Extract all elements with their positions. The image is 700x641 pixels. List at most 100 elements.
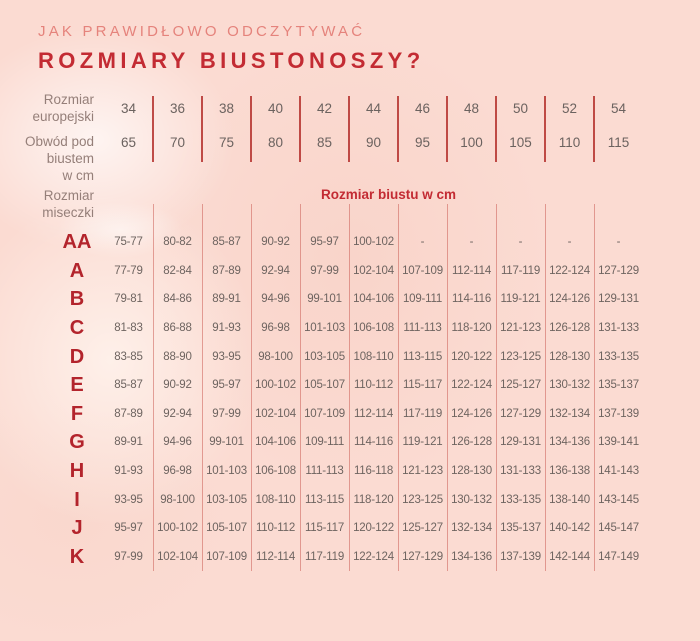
bust-range-cell: 143-145 <box>598 493 639 506</box>
bust-range-cell: 125-127 <box>402 522 443 535</box>
bust-range-cell: 134-136 <box>549 436 590 449</box>
bust-range-cell: 93-95 <box>212 350 241 363</box>
bust-range-cell: 114-116 <box>451 293 492 306</box>
bust-range-cell: 89-91 <box>114 436 143 449</box>
bust-range-cell: 132-134 <box>549 407 590 420</box>
bust-range-cell: 107-109 <box>304 407 345 420</box>
bust-range-cell: 99-101 <box>307 293 342 306</box>
bust-range-cell: 94-96 <box>261 293 290 306</box>
bust-range-cell: 112-114 <box>451 264 492 277</box>
cup-letter: F <box>70 402 84 425</box>
bust-range-cell: 137-139 <box>500 550 541 563</box>
bust-range-cell: 93-95 <box>114 493 143 506</box>
bust-range-cell: 87-89 <box>114 407 143 420</box>
underbust-cell: 110 <box>558 135 581 150</box>
cup-letter: G <box>69 431 85 454</box>
underbust-row-label: Obwód pod biustem w cm <box>24 134 94 183</box>
bust-range-cell: 79-81 <box>114 293 143 306</box>
bust-range-cell: 113-115 <box>402 350 443 363</box>
bust-range-cell: 118-120 <box>451 322 492 335</box>
bust-range-cell: 133-135 <box>598 350 639 363</box>
bust-range-cell: 141-143 <box>598 465 639 478</box>
bust-range-cell: 142-144 <box>549 550 590 563</box>
bust-range-cell: 129-131 <box>500 436 541 449</box>
underbust-cell: 75 <box>218 135 235 150</box>
bust-range-cell: 106-108 <box>353 322 394 335</box>
bust-range-cell: - <box>567 236 572 249</box>
bust-range-cell: 83-85 <box>114 350 143 363</box>
bust-range-cell: 81-83 <box>114 322 143 335</box>
bust-range-cell: 100-102 <box>353 236 394 249</box>
bust-range-cell: 94-96 <box>163 436 192 449</box>
eu-size-cell: 36 <box>169 100 186 116</box>
bust-range-cell: 136-138 <box>549 465 590 478</box>
bust-range-cell: 120-122 <box>451 350 492 363</box>
bust-range-cell: 128-130 <box>451 465 492 478</box>
bust-range-cell: 77-79 <box>114 264 143 277</box>
bust-range-cell: 108-110 <box>353 350 394 363</box>
bust-range-cell: 122-124 <box>451 379 492 392</box>
bust-range-cell: 100-102 <box>157 522 198 535</box>
bust-range-cell: 104-106 <box>255 436 296 449</box>
eu-size-cell: 52 <box>561 100 578 116</box>
bust-range-cell: 117-119 <box>500 264 541 277</box>
bust-range-cell: 139-141 <box>598 436 639 449</box>
bust-range-cell: 87-89 <box>212 264 241 277</box>
bust-range-cell: 103-105 <box>304 350 345 363</box>
bust-range-cell: 120-122 <box>353 522 394 535</box>
bust-range-cell: 95-97 <box>310 236 339 249</box>
eu-size-cell: 44 <box>365 100 382 116</box>
cup-letter: D <box>69 345 85 368</box>
bust-range-cell: 104-106 <box>353 293 394 306</box>
bust-range-cell: 100-102 <box>255 379 296 392</box>
cup-letter: AA <box>62 231 92 254</box>
bust-range-cell: 114-116 <box>353 436 394 449</box>
bust-range-cell: 97-99 <box>114 550 143 563</box>
bust-range-cell: 122-124 <box>549 264 590 277</box>
bust-range-cell: 126-128 <box>451 436 492 449</box>
bust-range-cell: - <box>420 236 425 249</box>
bust-range-cell: 112-114 <box>353 407 394 420</box>
bust-range-cell: 96-98 <box>261 322 290 335</box>
bust-range-cell: - <box>616 236 621 249</box>
bust-range-cell: 98-100 <box>258 350 293 363</box>
bust-range-cell: 95-97 <box>212 379 241 392</box>
underbust-cell: 70 <box>169 135 186 150</box>
bust-range-cell: 91-93 <box>114 465 143 478</box>
bust-range-cell: 147-149 <box>598 550 639 563</box>
bust-range-cell: 88-90 <box>163 350 192 363</box>
bust-range-cell: 115-117 <box>304 522 345 535</box>
bust-range-cell: - <box>469 236 474 249</box>
bust-range-cell: 145-147 <box>598 522 639 535</box>
cup-letter: C <box>69 317 85 340</box>
underbust-cell: 65 <box>120 135 137 150</box>
bust-range-cell: 138-140 <box>549 493 590 506</box>
bust-range-cell: 132-134 <box>451 522 492 535</box>
bust-range-cell: 117-119 <box>402 407 443 420</box>
bust-range-cell: 110-112 <box>255 522 296 535</box>
bust-range-cell: 92-94 <box>261 264 290 277</box>
bust-size-header: Rozmiar biustu w cm <box>320 187 457 202</box>
bust-range-cell: 99-101 <box>209 436 244 449</box>
bust-range-cell: 86-88 <box>163 322 192 335</box>
bust-range-cell: 91-93 <box>212 322 241 335</box>
bust-range-cell: 117-119 <box>304 550 345 563</box>
bust-range-cell: 133-135 <box>500 493 541 506</box>
bust-range-cell: 137-139 <box>598 407 639 420</box>
bust-range-cell: 97-99 <box>310 264 339 277</box>
bust-range-cell: 125-127 <box>500 379 541 392</box>
bust-range-cell: 109-111 <box>402 293 443 306</box>
cup-letter: I <box>74 488 80 511</box>
bust-range-cell: 130-132 <box>451 493 492 506</box>
bust-range-cell: 110-112 <box>353 379 394 392</box>
bust-range-cell: 90-92 <box>261 236 290 249</box>
bust-range-cell: 107-109 <box>402 264 443 277</box>
bust-range-cell: 131-133 <box>598 322 639 335</box>
bust-range-cell: 111-113 <box>305 465 344 478</box>
bust-range-cell: 108-110 <box>255 493 296 506</box>
bust-range-cell: 102-104 <box>157 550 198 563</box>
bust-range-cell: 85-87 <box>114 379 143 392</box>
size-table-grid: Rozmiar europejski Obwód pod biustem w c… <box>0 88 643 571</box>
cup-letter: A <box>69 259 85 282</box>
underbust-cell: 115 <box>607 135 630 150</box>
